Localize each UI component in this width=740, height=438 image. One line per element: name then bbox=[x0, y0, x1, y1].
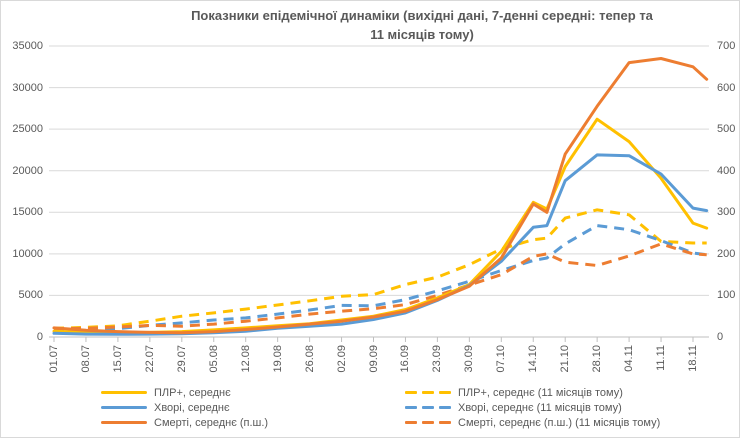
x-tick-label: 14.10 bbox=[527, 345, 540, 373]
legend-dash-segment bbox=[405, 391, 417, 394]
legend-label: Хворі, середнє (11 місяців тому) bbox=[458, 401, 622, 414]
y-right-tick-label: 400 bbox=[717, 164, 736, 177]
x-tick-label: 12.08 bbox=[239, 345, 252, 373]
legend-solid-segment bbox=[101, 421, 147, 424]
x-tick-label: 07.10 bbox=[495, 345, 508, 373]
legend-marker-dashed-line bbox=[405, 406, 451, 409]
x-tick-label: 29.07 bbox=[175, 345, 188, 373]
x-tick-label: 05.08 bbox=[207, 345, 220, 373]
y-right-tick-label: 0 bbox=[717, 331, 724, 343]
legend-label: Смерті, середнє (п.ш.) bbox=[154, 416, 269, 429]
x-tick-label: 19.08 bbox=[271, 345, 284, 373]
x-tick-label: 04.11 bbox=[623, 345, 636, 372]
legend-marker-solid-line bbox=[101, 391, 147, 394]
y-right-tick-label: 200 bbox=[717, 247, 736, 260]
y-right-tick-label: 600 bbox=[717, 81, 736, 94]
x-tick-label: 09.09 bbox=[367, 345, 380, 373]
x-tick-label: 28.10 bbox=[591, 345, 604, 373]
x-tick-label: 01.07 bbox=[48, 345, 60, 373]
x-tick-label: 11.11 bbox=[655, 345, 668, 371]
legend-item: ПЛР+, середнє bbox=[101, 385, 268, 400]
y-left-tick-label: 15000 bbox=[12, 206, 43, 219]
x-tick-label: 30.09 bbox=[463, 345, 476, 373]
series-line-0 bbox=[53, 208, 707, 330]
legend-dash-segment bbox=[405, 421, 417, 424]
x-tick-label: 15.07 bbox=[111, 345, 124, 373]
title-line-1: Показники епідемічної динаміки (вихідні … bbox=[191, 8, 653, 23]
legend-solid-segment bbox=[101, 391, 147, 394]
x-tick-label: 08.07 bbox=[79, 345, 92, 373]
legend-right-column: ПЛР+, середнє (11 місяців тому) Хворі, се… bbox=[405, 385, 660, 430]
title-line-2: 11 місяців тому) bbox=[370, 27, 474, 42]
legend-dash-segment bbox=[405, 406, 417, 409]
y-right-tick-label: 100 bbox=[717, 289, 736, 302]
legend-dash-segment bbox=[422, 391, 434, 394]
legend-label: Смерті, середнє (п.ш.) (11 місяців тому) bbox=[458, 416, 661, 429]
legend-marker-dashed-line bbox=[405, 421, 451, 424]
legend-marker-solid-line bbox=[101, 406, 147, 409]
chart-title: Показники епідемічної динаміки (вихідні … bbox=[103, 6, 739, 44]
y-right-tick-label: 700 bbox=[717, 40, 736, 52]
y-left-tick-label: 20000 bbox=[12, 164, 43, 177]
y-right-tick-label: 500 bbox=[717, 123, 736, 136]
legend-label: ПЛР+, середнє bbox=[154, 386, 231, 399]
legend-marker-solid-line bbox=[101, 421, 147, 424]
y-left-tick-label: 10000 bbox=[12, 247, 43, 260]
legend-solid-segment bbox=[101, 406, 147, 409]
x-tick-label: 21.10 bbox=[559, 345, 572, 373]
legend-item: Хворі, середнє (11 місяців тому) bbox=[405, 400, 660, 415]
legend-dash-segment bbox=[422, 421, 434, 424]
y-left-tick-label: 25000 bbox=[12, 123, 43, 136]
y-left-tick-label: 0 bbox=[36, 331, 43, 343]
series-line-5 bbox=[52, 57, 709, 335]
legend-label: ПЛР+, середнє (11 місяців тому) bbox=[458, 386, 623, 399]
x-tick-label: 23.09 bbox=[431, 345, 444, 373]
y-left-tick-label: 30000 bbox=[12, 81, 43, 94]
legend-dash-segment bbox=[422, 406, 434, 409]
legend-item: Хворі, середнє bbox=[101, 400, 268, 415]
y-right-tick-label: 300 bbox=[717, 206, 736, 219]
legend-item: Смерті, середнє (п.ш.) (11 місяців тому) bbox=[405, 415, 660, 430]
legend-item: ПЛР+, середнє (11 місяців тому) bbox=[405, 385, 660, 400]
legend-dash-segment bbox=[439, 421, 451, 424]
legend-dash-segment bbox=[439, 406, 451, 409]
legend-left-column: ПЛР+, середнє Хворі, середнє Смерті, серед… bbox=[101, 385, 268, 430]
legend-dash-segment bbox=[439, 391, 451, 394]
x-tick-label: 22.07 bbox=[143, 345, 156, 373]
series-line-2 bbox=[53, 242, 707, 331]
legend-label: Хворі, середнє bbox=[154, 401, 230, 414]
y-left-tick-label: 5000 bbox=[18, 289, 43, 302]
x-tick-label: 02.09 bbox=[335, 345, 348, 373]
x-tick-label: 26.08 bbox=[303, 345, 316, 373]
x-tick-label: 16.09 bbox=[399, 345, 412, 373]
legend-marker-dashed-line bbox=[405, 391, 451, 394]
x-tick-label: 18.11 bbox=[687, 345, 699, 372]
series-line-3 bbox=[52, 117, 709, 335]
y-left-tick-label: 35000 bbox=[12, 40, 43, 52]
legend-item: Смерті, середнє (п.ш.) bbox=[101, 415, 268, 430]
